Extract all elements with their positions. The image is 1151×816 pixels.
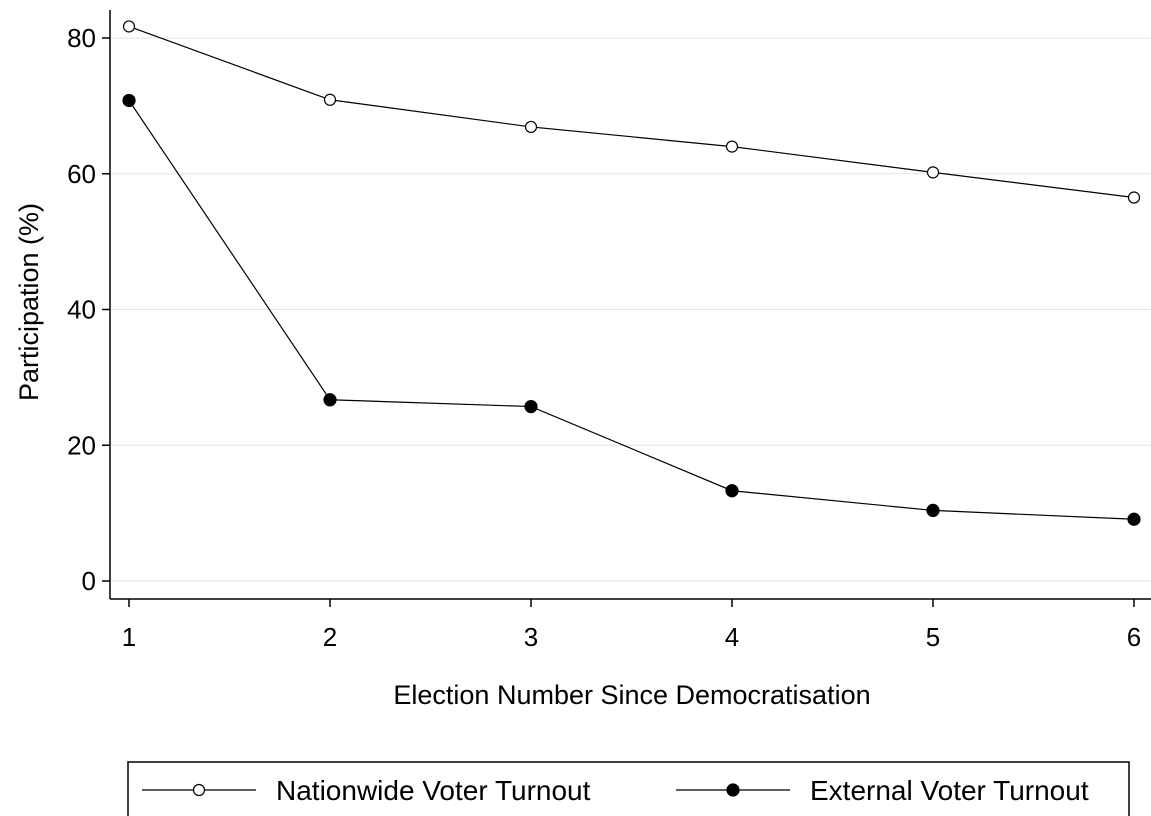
point-1-1 <box>323 393 337 407</box>
x-tick-label-2: 3 <box>524 622 538 652</box>
x-tick-label-5: 6 <box>1127 622 1141 652</box>
series-line-1 <box>128 100 1135 520</box>
x-tick-label-4: 5 <box>926 622 940 652</box>
y-tick-label-1: 20 <box>67 430 96 460</box>
y-axis-title: Participation (%) <box>14 203 44 401</box>
legend-marker-1 <box>726 783 740 797</box>
point-0-5 <box>1127 191 1141 204</box>
legend: Nationwide Voter Turnout External Voter T… <box>127 761 1130 816</box>
point-1-2 <box>524 399 538 414</box>
x-tick-label-0: 1 <box>122 622 136 652</box>
series-markers <box>122 20 1141 526</box>
y-tick-label-3: 60 <box>67 159 96 189</box>
point-1-0 <box>122 93 136 108</box>
x-axis-title: Election Number Since Democratisation <box>393 680 870 710</box>
x-tick-label-3: 4 <box>725 622 739 652</box>
point-1-5 <box>1127 512 1141 526</box>
legend-marker-0 <box>192 783 206 797</box>
series-line-0 <box>128 25 1135 199</box>
tick-labels: 0 20 40 60 80 1 2 3 4 5 6 <box>67 23 1141 652</box>
legend-box <box>127 761 1130 816</box>
y-tick-label-0: 0 <box>82 566 96 596</box>
point-0-1 <box>323 93 337 106</box>
point-0-4 <box>926 166 940 179</box>
y-tick-label-4: 80 <box>67 23 96 53</box>
gridlines <box>110 37 1151 582</box>
axes <box>102 10 1151 607</box>
point-0-3 <box>725 140 739 153</box>
legend-label-1: External Voter Turnout <box>810 775 1089 806</box>
point-1-3 <box>725 484 739 498</box>
x-tick-label-1: 2 <box>323 622 337 652</box>
y-tick-label-2: 40 <box>67 295 96 325</box>
legend-label-0: Nationwide Voter Turnout <box>276 775 591 806</box>
point-1-4 <box>926 503 940 518</box>
series-lines <box>128 25 1135 520</box>
point-0-2 <box>524 120 538 134</box>
point-0-0 <box>122 20 136 33</box>
